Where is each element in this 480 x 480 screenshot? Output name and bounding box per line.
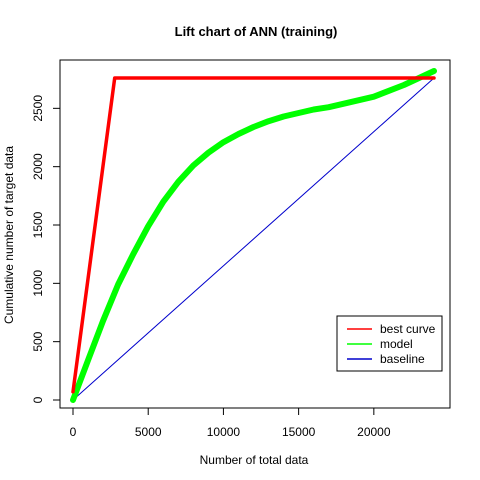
- y-tick-label: 2500: [31, 95, 45, 122]
- legend-label-best-curve: best curve: [380, 322, 436, 336]
- x-tick-label: 0: [70, 425, 77, 439]
- y-tick-label: 0: [31, 396, 45, 403]
- series-layer: [70, 68, 437, 403]
- y-tick-label: 1000: [31, 270, 45, 297]
- x-tick-label: 15000: [282, 425, 316, 439]
- x-tick-label: 20000: [357, 425, 391, 439]
- y-tick-label: 2000: [31, 153, 45, 180]
- series-line-model: [70, 68, 437, 403]
- x-tick-label: 10000: [207, 425, 241, 439]
- x-axis-label: Number of total data: [200, 453, 309, 467]
- y-tick-label: 1500: [31, 211, 45, 238]
- y-axis-label: Cumulative number of target data: [2, 146, 16, 324]
- chart-title: Lift chart of ANN (training): [175, 24, 338, 39]
- legend-label-baseline: baseline: [380, 352, 425, 366]
- y-tick-label: 500: [31, 331, 45, 351]
- x-tick-label: 5000: [135, 425, 162, 439]
- series-line-best-curve: [71, 76, 436, 394]
- x-axis: 0 5000 10000 15000 20000: [70, 407, 391, 439]
- legend-label-model: model: [380, 337, 413, 351]
- series-line-baseline: [72, 77, 435, 401]
- legend: best curve model baseline: [336, 315, 443, 372]
- y-axis: 0 500 1000 1500 2000 2500: [31, 95, 61, 403]
